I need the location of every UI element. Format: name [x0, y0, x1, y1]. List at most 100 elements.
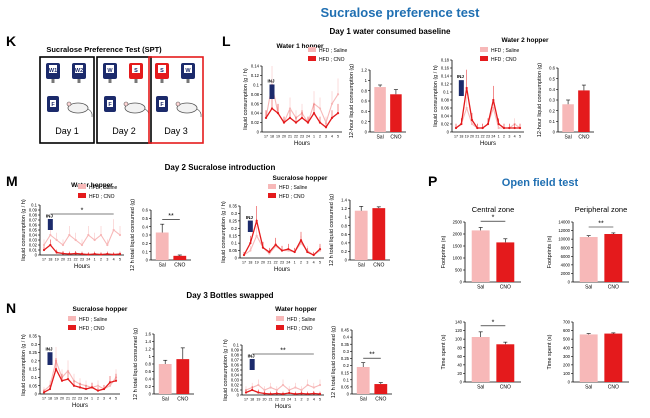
day2-heading: Day 2 Sucralose introduction [165, 163, 276, 172]
x-tick-label: 18 [459, 135, 463, 139]
data-point [300, 116, 304, 119]
data-point [74, 252, 77, 255]
data-point [312, 392, 315, 395]
data-point [106, 243, 109, 247]
y-tick-label: 1 [365, 78, 368, 83]
inj-label: INJ [267, 79, 275, 84]
data-point [255, 219, 258, 222]
data-point [282, 121, 286, 124]
y-tick-label: 0.06 [251, 101, 260, 106]
x-tick-label: 2 [301, 398, 303, 402]
data-point [42, 391, 46, 394]
y-axis-label: liquid consumption (g / h) [21, 334, 27, 396]
data-point [486, 122, 490, 126]
x-tick-label: 1 [498, 135, 500, 139]
bar [354, 210, 368, 260]
bar-chart-P-central-footprints: Central zone 0 500 1000 1500 2000 2500 Sal CNO Fo… [441, 205, 521, 291]
bottle-label-box [158, 65, 166, 73]
x-tick-label: 1 [294, 261, 296, 265]
data-point [80, 243, 84, 247]
y-tick-label: 0.2 [142, 241, 148, 246]
line-chart-M-sucralose-line: Sucralose hopper 0 0.05 0.1 0.15 0.2 0.25 0.3 0.… [221, 175, 328, 273]
y-axis-label: 12 h total liquid consumed (g) [133, 328, 139, 400]
data-point [42, 243, 46, 247]
data-point [96, 389, 100, 392]
y-axis-label: Time spent (s) [441, 334, 447, 369]
injection-arrow [247, 220, 253, 232]
y-tick-label: 0.6 [341, 232, 347, 237]
data-point [55, 238, 58, 242]
x-tick-label: 21 [67, 258, 71, 262]
y-tick-label: 0.2 [145, 384, 151, 389]
y-tick-label: 0.1 [549, 119, 555, 124]
y-tick-label: 0 [235, 256, 238, 261]
x-tick-label: 17 [264, 135, 268, 139]
data-point [244, 391, 248, 394]
y-tick-label: 2000 [561, 271, 571, 276]
data-point [492, 98, 495, 102]
data-point [55, 251, 58, 254]
x-tick-label: 22 [74, 258, 78, 262]
data-point [90, 386, 94, 389]
y-tick-label: 0.2 [361, 119, 367, 124]
y-tick-label: 1.6 [145, 332, 151, 337]
y-tick-label: 0.1 [31, 203, 37, 208]
bar-chart-P-peripheral-time: 0 100 200 300 400 500 600 700 Sal CNO Time spent (… [547, 320, 629, 391]
data-point [312, 112, 316, 115]
legend-label: HFD ; Saline [491, 48, 520, 54]
legend-label: HFD ; CNO [287, 326, 313, 332]
x-tick-label: 20 [263, 398, 267, 402]
y-tick-label: 14000 [558, 220, 570, 225]
data-point [114, 379, 118, 382]
y-tick-label: 0 [365, 130, 368, 135]
y-tick-label: 12000 [558, 228, 570, 233]
data-point [336, 93, 340, 96]
day-label: Day 1 [55, 126, 79, 136]
x-tick-label: 4 [113, 258, 115, 262]
y-tick-label: 0.5 [549, 76, 555, 81]
x-axis-label: Hours [74, 264, 90, 270]
y-axis-label: 12-hour liquid consumption (g) [349, 64, 355, 138]
x-axis-label: Hours [480, 141, 496, 147]
y-tick-label: 0.03 [231, 378, 240, 383]
legend-swatch [78, 193, 86, 198]
x-tick-label: 3 [307, 398, 309, 402]
y-tick-label: 0.2 [341, 249, 347, 254]
y-tick-label: 0.8 [341, 223, 347, 228]
x-tick-label: Sal [564, 135, 571, 141]
y-tick-label: 0.2 [343, 363, 349, 368]
x-axis-label: Hours [72, 403, 88, 409]
data-point [299, 242, 303, 245]
data-point [48, 387, 52, 391]
x-tick-label: 3 [306, 261, 308, 265]
y-tick-label: 0.25 [229, 218, 238, 223]
day-label: Day 3 [164, 126, 188, 136]
bottle-spout [160, 79, 164, 83]
significance-marker: * [492, 215, 495, 222]
data-point [454, 126, 458, 130]
data-point [330, 102, 334, 105]
bar [496, 242, 515, 282]
mouse-ear-icon [66, 101, 72, 107]
y-tick-label: 0 [345, 258, 348, 263]
x-tick-label: 24 [306, 135, 310, 139]
legend-label: HFD ; CNO [279, 194, 305, 200]
data-point [306, 250, 309, 254]
data-point [318, 247, 322, 251]
data-point [96, 384, 100, 387]
y-axis-label: 12 h total liquid consumed (g) [329, 194, 335, 266]
bar-chart-M-water-bar: 0 0.1 0.2 0.3 0.4 0.5 0.6 Sal CNO 12 h total liqu… [130, 199, 191, 271]
y-axis-label: Footprints (n) [547, 235, 553, 268]
x-tick-label: 23 [300, 135, 304, 139]
x-tick-label: 21 [269, 398, 273, 402]
x-tick-label: Sal [477, 385, 484, 391]
data-point [324, 121, 328, 124]
y-tick-label: 0.07 [29, 218, 38, 223]
data-point [336, 112, 340, 115]
legend-swatch [276, 316, 284, 321]
data-point [476, 126, 479, 130]
x-tick-label: 2 [300, 261, 302, 265]
data-point [61, 252, 65, 255]
significance-marker: ** [598, 221, 604, 228]
x-tick-label: 3 [325, 135, 327, 139]
